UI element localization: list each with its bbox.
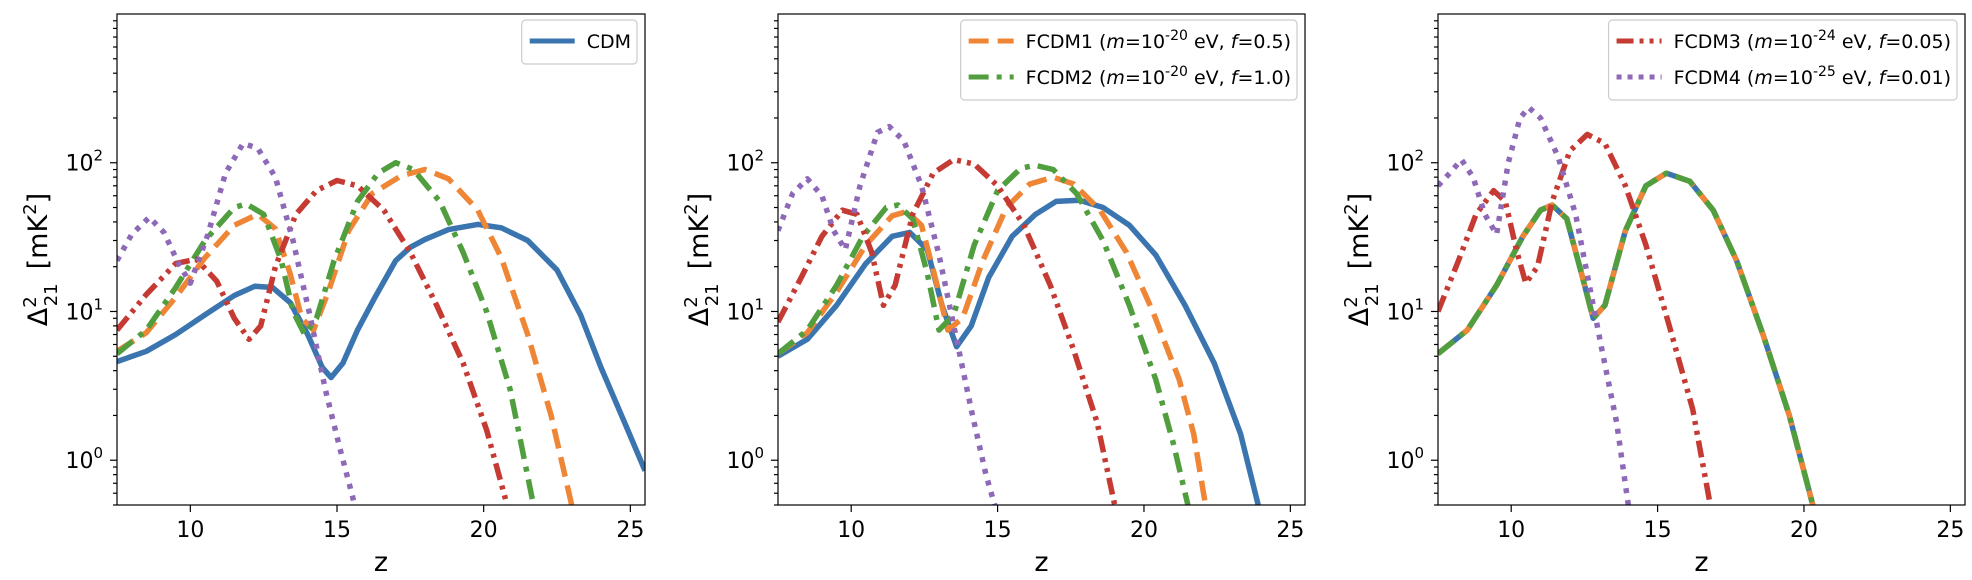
series-line-fcdm1: [1438, 170, 1816, 505]
series-line-fcdm3: [778, 156, 1118, 505]
legend-frame: [521, 19, 638, 65]
x-tick-label: 20: [1790, 518, 1818, 543]
series-line-fcdm2: [778, 162, 1191, 505]
y-tick-label: 102: [65, 147, 103, 177]
plot-area: [1438, 104, 1816, 505]
legend-label: FCDM2 (m=10-20 eV, f=1.0): [1026, 64, 1291, 89]
x-tick-label: 10: [1497, 518, 1525, 543]
legend-frame: [1607, 19, 1958, 101]
series-line-fcdm4: [1438, 104, 1632, 505]
x-tick-label: 15: [984, 518, 1012, 543]
legend-entry-fcdm4: FCDM4 (m=10-25 eV, f=0.01): [1616, 64, 1951, 89]
legend: FCDM3 (m=10-24 eV, f=0.05) FCDM4 (m=10-25…: [1607, 19, 1958, 101]
y-tick-label: 101: [726, 295, 764, 325]
x-tick-label: 25: [1936, 518, 1964, 543]
y-axis-label: Δ221[mK2]: [681, 193, 723, 326]
legend-label: CDM: [587, 31, 631, 53]
x-tick-label: 10: [837, 518, 865, 543]
y-tick-label: 101: [1386, 295, 1424, 325]
legend: FCDM1 (m=10-20 eV, f=0.5) FCDM2 (m=10-20 …: [960, 19, 1298, 101]
legend-label: FCDM4 (m=10-25 eV, f=0.01): [1674, 64, 1951, 89]
y-tick-label: 100: [726, 444, 764, 474]
legend-label: FCDM1 (m=10-20 eV, f=0.5): [1026, 28, 1291, 53]
legend: CDM: [521, 19, 638, 65]
x-tick-label: 15: [1644, 518, 1672, 543]
series-line-fcdm2: [117, 159, 537, 505]
series-line-fcdm2: [1438, 170, 1816, 505]
series-line-fcdm3: [1438, 131, 1714, 505]
legend-entry-fcdm1: FCDM1 (m=10-20 eV, f=0.5): [968, 28, 1291, 53]
series-line-fcdm1: [778, 174, 1209, 505]
legend-entry-fcdm3: FCDM3 (m=10-24 eV, f=0.05): [1616, 28, 1951, 53]
x-tick-label: 25: [616, 518, 644, 543]
x-tick-label: 25: [1276, 518, 1304, 543]
y-axis-label: Δ221[mK2]: [1341, 193, 1383, 326]
legend-label: FCDM3 (m=10-24 eV, f=0.05): [1674, 28, 1951, 53]
legend-frame: [960, 19, 1298, 101]
y-tick-label: 102: [726, 147, 764, 177]
chart-panel-3: 10 15 20 25 100 101 102 z Δ221[mK2] FCDM3 (m=10-2…: [1341, 13, 1966, 578]
legend-entry-fcdm2: FCDM2 (m=10-20 eV, f=1.0): [968, 64, 1291, 89]
x-axis-label: z: [1034, 547, 1048, 578]
x-axis-label: z: [1694, 547, 1708, 578]
series-line-cdm: [778, 197, 1261, 505]
plot-area: [778, 123, 1261, 505]
series-line-fcdm1: [117, 166, 575, 505]
series-line-cdm: [1438, 170, 1816, 505]
y-tick-label: 102: [1386, 147, 1424, 177]
series-line-cdm: [117, 221, 645, 472]
y-tick-label: 100: [1386, 444, 1424, 474]
chart-panel-1: 10 15 20 25 100 101 102 z Δ221[mK2] CDM: [20, 13, 646, 578]
axes-frame: [1437, 13, 1966, 506]
legend-entry-cdm: CDM: [529, 31, 631, 53]
x-axis-label: z: [374, 547, 388, 578]
x-tick-label: 20: [470, 518, 498, 543]
axes-frame: [116, 13, 646, 506]
axes-frame: [777, 13, 1306, 506]
y-axis-label: Δ221[mK2]: [20, 193, 62, 326]
x-tick-label: 15: [323, 518, 351, 543]
series-line-fcdm4: [778, 123, 998, 505]
plot-area: [117, 140, 645, 505]
y-tick-label: 101: [65, 295, 103, 325]
y-tick-label: 100: [65, 444, 103, 474]
x-tick-label: 20: [1130, 518, 1158, 543]
chart-panel-2: 10 15 20 25 100 101 102 z Δ221[mK2] FCDM1 (m=10-2…: [681, 13, 1306, 578]
x-tick-label: 10: [176, 518, 204, 543]
